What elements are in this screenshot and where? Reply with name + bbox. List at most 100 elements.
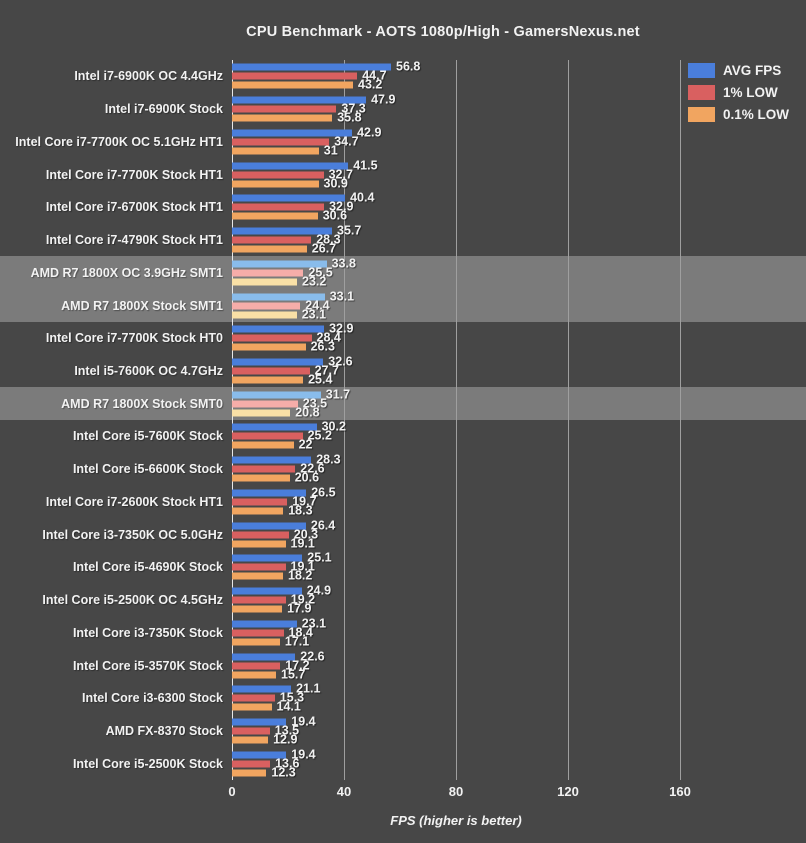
bar-avg-fps (232, 129, 353, 137)
bar-line: 30.6 (232, 210, 374, 222)
value-label: 21.1 (296, 681, 321, 696)
category-label: Intel Core i5-2500K Stock (72, 756, 223, 771)
x-tick-label: 40 (336, 784, 352, 799)
bar-1-low (232, 334, 312, 342)
bar-0-1-low (232, 311, 297, 318)
bar-line: 25.2 (232, 430, 346, 442)
bar-line: 47.9 (232, 93, 395, 106)
value-label: 22.6 (300, 461, 325, 476)
bar-line: 19.4 (232, 715, 316, 728)
bar-0-1-low (232, 114, 333, 122)
bar-group: 25.1 19.1 18.2 (232, 552, 332, 582)
bar-line: 35.7 (232, 223, 362, 238)
bar-line: 13.5 (232, 724, 316, 737)
bar-1-low (232, 269, 304, 277)
bar-line: 26.5 (232, 486, 336, 499)
bar-avg-fps (232, 96, 367, 104)
bar-group: 33.8 25.5 23.2 (232, 257, 356, 289)
bar-0-1-low (232, 474, 290, 482)
bar-1-low (232, 203, 325, 211)
bar-group-row: AMD FX-8370 Stock 19.4 13.5 12.9 (0, 715, 806, 748)
legend-label: 0.1% LOW (723, 107, 790, 122)
bar-1-low (232, 760, 271, 768)
bar-0-1-low (232, 81, 353, 89)
category-label: Intel Core i5-4690K Stock (72, 560, 223, 575)
bar-0-1-low (232, 212, 318, 220)
bar-line: 20.6 (232, 471, 341, 484)
value-label: 40.4 (350, 190, 375, 205)
bar-group: 24.9 19.2 17.9 (232, 583, 332, 615)
bar-line: 24.9 (232, 583, 332, 598)
bar-group-row: Intel Core i5-2500K Stock 19.4 13.6 12.3 (0, 747, 806, 780)
bar-0-1-low (232, 736, 269, 744)
value-label: 26.4 (310, 518, 336, 533)
bar-avg-fps (232, 489, 307, 497)
bar-avg-fps (232, 554, 303, 562)
bar-1-low (232, 694, 275, 702)
bar-line: 12.9 (232, 733, 316, 746)
bar-1-low (232, 662, 281, 670)
legend-label: 1% LOW (723, 85, 778, 100)
bar-1-low (232, 171, 324, 179)
bar-group: 31.7 23.5 20.8 (232, 388, 350, 418)
value-label: 25.4 (308, 372, 333, 387)
value-label: 18.4 (288, 625, 313, 640)
bar-group-row: Intel Core i3-7350K Stock 23.1 18.4 17.1 (0, 616, 806, 649)
bar-avg-fps (232, 718, 287, 726)
bar-line: 37.3 (232, 101, 395, 116)
x-tick-label: 120 (557, 784, 579, 799)
bar-avg-fps (232, 63, 391, 71)
bar-group-row: Intel Core i3-6300 Stock 21.1 15.3 14.1 (0, 682, 806, 715)
value-label: 23.2 (302, 274, 327, 289)
bar-line: 25.5 (232, 266, 356, 279)
bar-0-1-low (232, 703, 272, 711)
bar-group: 41.5 32.7 30.9 (232, 159, 378, 189)
bar-group-row: Intel i7-6900K OC 4.4GHz 56.8 44.7 43.2 (0, 60, 806, 93)
category-label: Intel i5-7600K OC 4.7GHz (74, 363, 223, 378)
value-label: 32.9 (329, 321, 354, 336)
value-label: 34.7 (334, 134, 359, 149)
bar-1-low (232, 531, 289, 539)
bar-avg-fps (232, 685, 292, 693)
bar-avg-fps (232, 423, 317, 431)
bar-avg-fps (232, 587, 302, 595)
bar-1-low (232, 367, 310, 375)
bar-group-row: Intel Core i5-3570K Stock 22.6 17.2 15.7 (0, 649, 806, 682)
bar-line: 33.8 (232, 257, 356, 270)
bar-line: 32.9 (232, 321, 354, 336)
value-label: 37.3 (341, 101, 366, 116)
value-label: 26.7 (311, 241, 337, 256)
category-label: Intel Core i7-4790K Stock HT1 (45, 233, 223, 248)
bar-group: 23.1 18.4 17.1 (232, 617, 326, 649)
bar-group: 32.6 27.7 25.4 (232, 355, 353, 387)
value-label: 32.9 (329, 199, 354, 214)
value-label: 33.1 (329, 289, 355, 303)
value-label: 24.9 (306, 583, 332, 598)
bar-avg-fps (232, 194, 346, 202)
bar-0-1-low (232, 376, 304, 384)
bar-avg-fps (232, 293, 325, 300)
bar-group-row: Intel Core i7-7700K OC 5.1GHz HT1 42.9 34.… (0, 125, 806, 158)
bar-line: 22 (232, 439, 346, 451)
bar-line: 28.3 (232, 233, 361, 246)
bar-group-row-highlighted: AMD R7 1800X Stock SMT0 31.7 23.5 20.8 (0, 387, 806, 421)
bar-group: 19.4 13.5 12.9 (232, 715, 316, 746)
bar-line: 14.1 (232, 701, 320, 713)
value-label: 23.5 (302, 396, 328, 411)
bar-group-row-highlighted: AMD R7 1800X Stock SMT1 33.1 24.4 23.1 (0, 289, 806, 322)
bar-line: 32.9 (232, 199, 374, 214)
bar-line: 22.6 (232, 461, 341, 476)
bar-line: 19.2 (232, 593, 331, 606)
bar-line: 23.1 (232, 617, 326, 630)
category-label: AMD R7 1800X Stock SMT0 (61, 396, 223, 411)
bar-line: 19.4 (232, 748, 316, 761)
value-label: 35.7 (337, 223, 362, 238)
bar-1-low (232, 400, 298, 408)
bar-line: 18.2 (232, 570, 332, 582)
category-label: Intel Core i7-7700K Stock HT1 (45, 167, 223, 182)
bar-avg-fps (232, 325, 325, 333)
bar-line: 20.8 (232, 406, 350, 418)
value-label: 17.1 (284, 634, 310, 649)
bar-line: 41.5 (232, 159, 378, 171)
